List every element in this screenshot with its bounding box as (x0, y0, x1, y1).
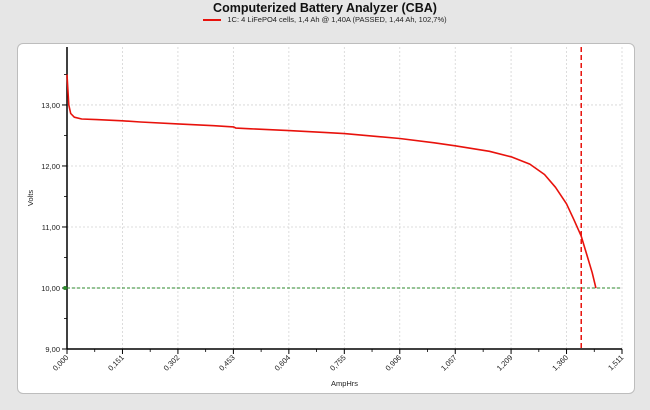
y-tick-label: 12,00 (41, 162, 60, 171)
y-tick-label: 13,00 (41, 101, 60, 110)
legend-label: 1C: 4 LiFePO4 cells, 1,4 Ah @ 1,40A (PAS… (227, 15, 447, 24)
x-tick-label: 1,209 (495, 353, 515, 373)
chart-panel (17, 43, 635, 394)
cutoff-voltage-marker (63, 285, 67, 290)
x-tick-label: 0,604 (273, 353, 293, 373)
x-axis-title: AmpHrs (331, 379, 358, 388)
discharge-curve-line (66, 74, 597, 289)
x-tick-label: 0,453 (217, 353, 237, 373)
y-tick-label: 10,00 (41, 284, 60, 293)
chart-legend: 1C: 4 LiFePO4 cells, 1,4 Ah @ 1,40A (PAS… (0, 15, 650, 24)
y-axis-title: Volts (26, 190, 35, 207)
x-tick-label: 0,906 (384, 353, 404, 373)
x-tick-label: 0,000 (51, 353, 71, 373)
chart-title: Computerized Battery Analyzer (CBA) (213, 1, 437, 15)
x-tick-label: 0,302 (162, 353, 182, 373)
x-tick-label: 0,755 (328, 353, 348, 373)
y-tick-label: 9,00 (45, 345, 60, 354)
x-tick-label: 1,511 (606, 353, 625, 372)
x-tick-label: 0,151 (106, 353, 126, 373)
x-tick-label: 1,057 (439, 353, 459, 373)
y-tick-label: 11,00 (42, 223, 60, 232)
x-tick-label: 1,360 (550, 353, 570, 373)
legend-swatch (203, 18, 222, 21)
